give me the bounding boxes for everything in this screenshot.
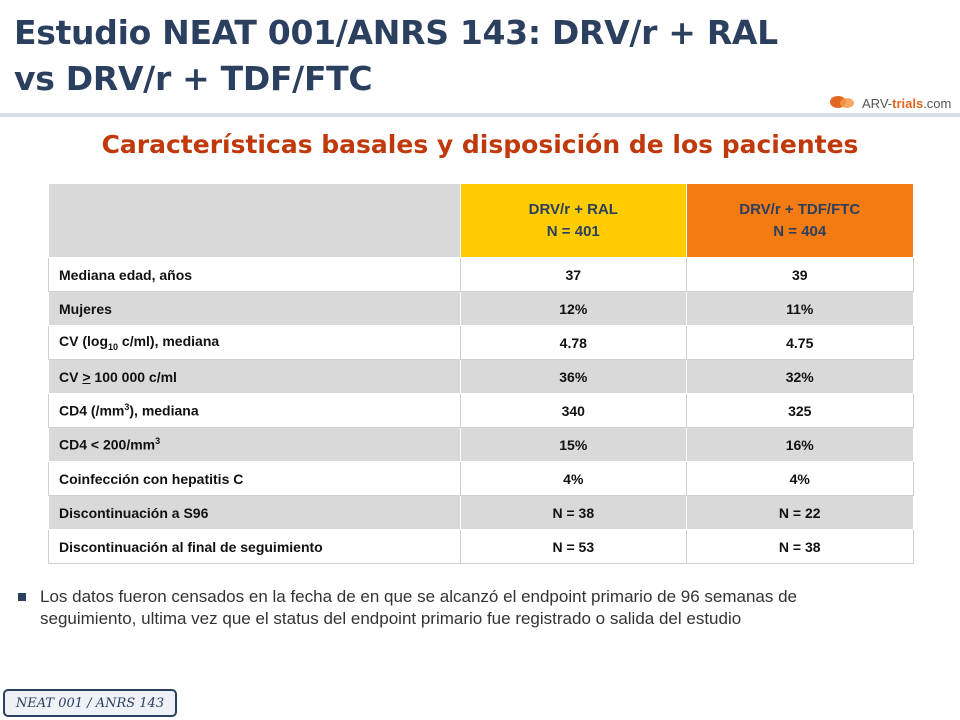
value-tdf-ftc: 4.75 [685,325,914,360]
column-header-ral: DRV/r + RAL N = 401 [460,183,687,258]
value-ral: N = 38 [460,495,687,530]
row-label: Mujeres [47,291,462,326]
value-tdf-ftc: 4% [685,461,914,496]
value-ral: N = 53 [460,529,687,564]
row-label: Coinfección con hepatitis C [47,461,462,496]
title-divider [0,113,960,117]
value-ral: 37 [460,257,687,292]
value-ral: 15% [460,427,687,462]
baseline-table: DRV/r + RAL N = 401 DRV/r + TDF/FTC N = … [47,183,914,564]
slide-title: Estudio NEAT 001/ANRS 143: DRV/r + RAL v… [14,13,778,98]
table-row: CD4 (/mm3), mediana 340 325 [47,393,914,428]
table-row: Coinfección con hepatitis C 4% 4% [47,461,914,496]
table-row: CV > 100 000 c/ml 36% 32% [47,359,914,394]
table-row: Discontinuación a S96 N = 38 N = 22 [47,495,914,530]
row-label: Discontinuación a S96 [47,495,462,530]
table-corner-cell [47,183,462,258]
value-tdf-ftc: 32% [685,359,914,394]
study-tag-label: NEAT 001 / ANRS 143 [15,695,165,711]
value-tdf-ftc: 39 [685,257,914,292]
arv-trials-logo: ARV-trials.com [830,92,951,114]
value-ral: 4.78 [460,325,687,360]
table-row: Mediana edad, años 37 39 [47,257,914,292]
study-tag: NEAT 001 / ANRS 143 [3,689,177,717]
value-tdf-ftc: 325 [685,393,914,428]
value-ral: 36% [460,359,687,394]
row-label: CV > 100 000 c/ml [47,359,462,394]
row-label: Discontinuación al final de seguimiento [47,529,462,564]
row-label: CD4 (/mm3), mediana [47,393,462,428]
column-header-tdf-ftc: DRV/r + TDF/FTC N = 404 [685,183,914,258]
footnote-bullet: Los datos fueron censados en la fecha de… [18,586,898,630]
table-row: Discontinuación al final de seguimiento … [47,529,914,564]
table-row: CD4 < 200/mm3 15% 16% [47,427,914,462]
slide-subtitle: Características basales y disposición de… [101,130,859,159]
logo-text: ARV-trials.com [862,95,952,111]
logo-swoosh-icon [830,94,858,112]
value-tdf-ftc: 11% [685,291,914,326]
value-ral: 4% [460,461,687,496]
table-row: Mujeres 12% 11% [47,291,914,326]
table-row: CV (log10 c/ml), mediana 4.78 4.75 [47,325,914,360]
footnote-text: Los datos fueron censados en la fecha de… [40,587,798,628]
row-label: Mediana edad, años [47,257,462,292]
row-label: CV (log10 c/ml), mediana [47,325,462,360]
value-tdf-ftc: N = 38 [685,529,914,564]
table-header-row: DRV/r + RAL N = 401 DRV/r + TDF/FTC N = … [47,183,914,258]
value-ral: 340 [460,393,687,428]
square-bullet-icon [18,593,26,601]
value-ral: 12% [460,291,687,326]
value-tdf-ftc: N = 22 [685,495,914,530]
value-tdf-ftc: 16% [685,427,914,462]
row-label: CD4 < 200/mm3 [47,427,462,462]
